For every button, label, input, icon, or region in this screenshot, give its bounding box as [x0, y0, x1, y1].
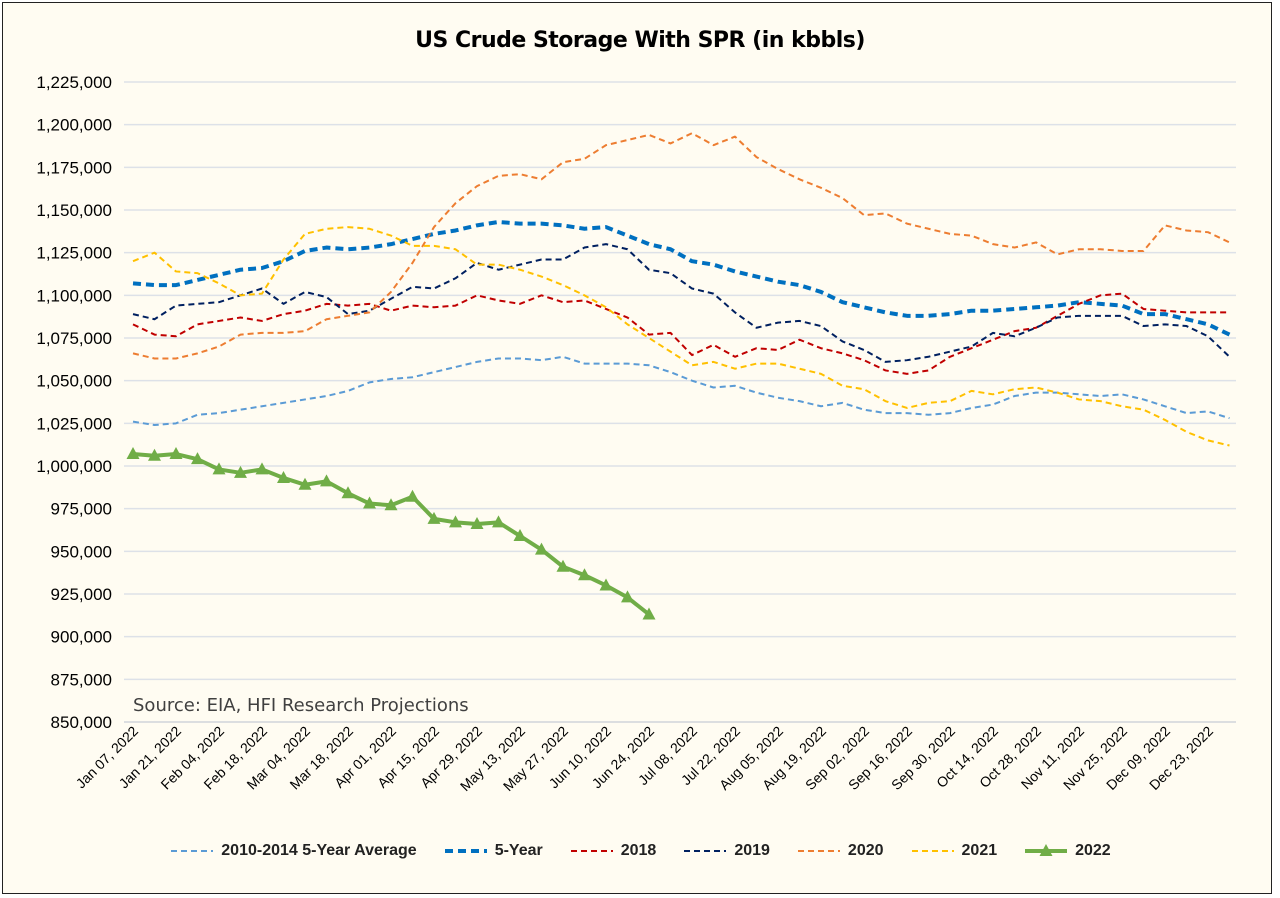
data-point-marker	[427, 511, 441, 524]
legend-swatch	[797, 850, 840, 852]
data-point-marker	[277, 470, 290, 483]
legend-item: 2020	[796, 842, 884, 860]
legend-swatch	[911, 850, 954, 852]
series-2022	[126, 447, 656, 620]
legend-swatch	[684, 850, 727, 852]
y-tick-label: 875,000	[51, 670, 112, 689]
y-tick-label: 975,000	[51, 500, 112, 519]
data-point-marker	[599, 578, 613, 591]
y-tick-label: 1,075,000	[36, 329, 112, 348]
legend-swatch	[171, 850, 214, 852]
data-point-marker	[126, 447, 140, 460]
data-point-marker	[298, 477, 312, 490]
legend-swatch	[1025, 844, 1068, 856]
legend-label: 2010-2014 5-Year Average	[221, 842, 417, 859]
legend-item: 2018	[569, 842, 657, 860]
data-point-marker	[578, 568, 591, 581]
data-point-marker	[191, 452, 204, 465]
data-point-marker	[234, 465, 247, 478]
y-tick-label: 1,175,000	[36, 158, 112, 177]
series-2020	[132, 132, 1230, 360]
data-point-marker	[642, 607, 656, 620]
series-5-year	[132, 219, 1231, 337]
legend-item: 2021	[910, 842, 998, 860]
data-point-marker	[169, 447, 183, 460]
data-point-marker	[212, 462, 226, 475]
data-point-marker	[513, 528, 527, 541]
legend-swatch	[444, 849, 487, 853]
data-point-marker	[535, 542, 548, 555]
y-tick-label: 1,050,000	[36, 372, 112, 391]
y-tick-label: 1,125,000	[36, 244, 112, 263]
series-line	[132, 132, 1230, 360]
y-tick-label: 900,000	[51, 628, 112, 647]
data-point-marker	[470, 517, 484, 530]
legend-label: 5-Year	[494, 842, 543, 859]
legend-marker	[1039, 844, 1053, 856]
y-tick-label: 950,000	[51, 542, 112, 561]
legend-label: 2020	[847, 842, 884, 859]
y-tick-label: 1,000,000	[36, 457, 112, 476]
series-line	[132, 226, 1230, 447]
y-tick-label: 1,225,000	[36, 73, 112, 92]
series-line	[132, 219, 1231, 337]
y-tick-label: 1,025,000	[36, 414, 112, 433]
y-tick-label: 1,100,000	[36, 286, 112, 305]
legend: 2010-2014 5-Year Average 5-Year 2018 2019 20…	[0, 842, 1280, 860]
data-point-marker	[406, 489, 419, 502]
series-2010-2014-5-year-average	[132, 355, 1230, 427]
series-line	[132, 355, 1230, 427]
legend-swatch	[570, 850, 613, 852]
chart-title: US Crude Storage With SPR (in kbbls)	[415, 28, 865, 53]
data-point-marker	[320, 474, 333, 487]
series-line	[132, 452, 651, 617]
data-point-marker	[363, 496, 376, 509]
data-point-marker	[492, 515, 505, 528]
series-2019	[132, 243, 1231, 363]
legend-label: 2018	[620, 842, 657, 859]
y-tick-label: 850,000	[51, 713, 112, 732]
data-point-marker	[384, 498, 398, 511]
y-tick-label: 1,150,000	[36, 201, 112, 220]
legend-label: 2022	[1075, 842, 1111, 859]
series-2021	[132, 226, 1230, 447]
y-tick-label: 1,200,000	[36, 116, 112, 135]
legend-label: 2019	[734, 842, 770, 859]
data-point-marker	[341, 486, 355, 499]
legend-item: 2019	[682, 842, 770, 860]
legend-item: 5-Year	[443, 842, 543, 860]
legend-item: 2022	[1023, 842, 1111, 860]
data-point-marker	[449, 515, 462, 528]
series-line	[132, 243, 1231, 363]
source-annotation: Source: EIA, HFI Research Projections	[133, 695, 469, 716]
data-point-marker	[148, 448, 161, 461]
y-tick-label: 925,000	[51, 585, 112, 604]
legend-label: 2021	[961, 842, 998, 859]
legend-item: 2010-2014 5-Year Average	[169, 842, 417, 860]
data-point-marker	[621, 590, 634, 603]
data-point-marker	[255, 462, 269, 475]
data-point-marker	[556, 559, 570, 572]
